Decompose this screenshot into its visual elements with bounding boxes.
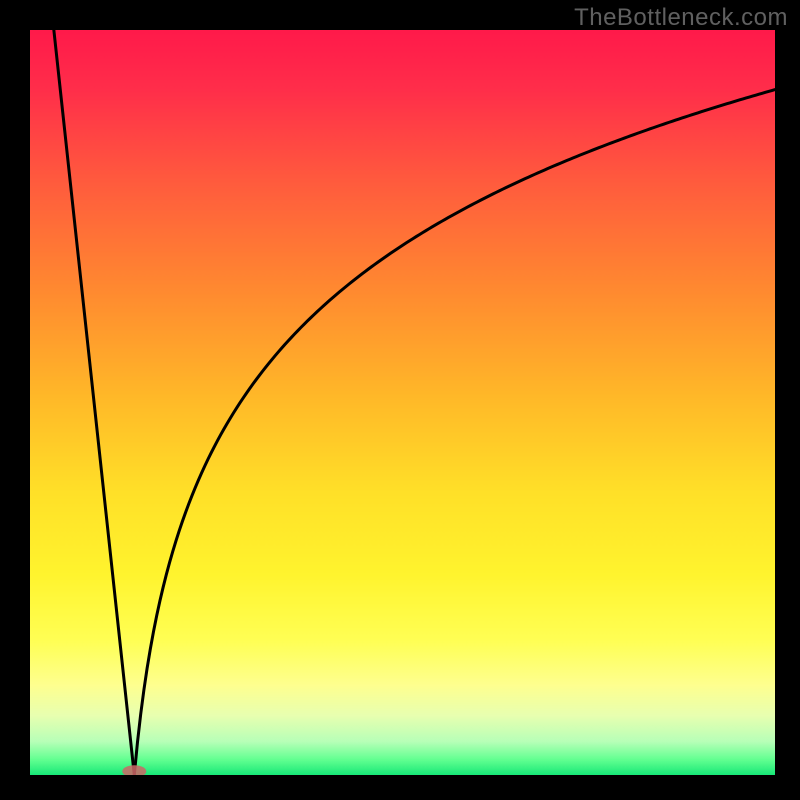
bottleneck-curve — [134, 90, 775, 775]
bottleneck-marker — [122, 765, 146, 775]
chart-curves-layer — [30, 30, 775, 775]
bottleneck-curve — [54, 30, 134, 775]
watermark-text: TheBottleneck.com — [574, 4, 788, 32]
chart-plot-area — [30, 30, 775, 775]
